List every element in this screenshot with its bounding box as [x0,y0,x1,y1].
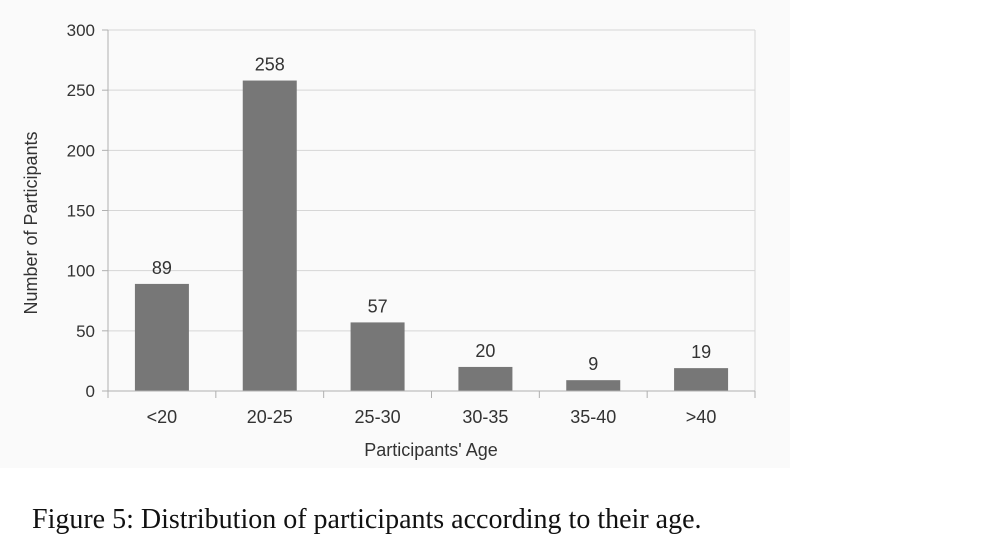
bars [134,80,729,391]
x-tick-label: >40 [686,407,717,427]
x-tick-label: 20-25 [247,407,293,427]
data-label: 57 [368,296,388,316]
y-axis-title: Number of Participants [21,131,41,314]
labels: 0 50 100 150 200 250 300 89 <20 258 20-25 57 25-30 20… [67,21,717,427]
y-tick-label: 50 [76,322,95,341]
y-tick-label: 300 [67,21,95,40]
axes [102,29,756,398]
bar [350,322,405,391]
x-axis-title: Participants' Age [364,440,498,460]
x-tick-label: 25-30 [355,407,401,427]
x-tick-label: 35-40 [570,407,616,427]
bar [458,366,513,391]
bar [134,283,189,391]
y-tick-label: 0 [86,382,95,401]
y-tick-label: 250 [67,81,95,100]
data-label: 89 [152,258,172,278]
data-label: 9 [588,354,598,374]
data-label: 258 [255,55,285,75]
data-label: 20 [475,341,495,361]
bar [566,380,621,391]
bar [674,368,729,391]
y-tick-label: 100 [67,262,95,281]
x-tick-label: <20 [147,407,178,427]
bar [242,80,297,391]
x-tick-label: 30-35 [462,407,508,427]
bar-chart: 0 50 100 150 200 250 300 89 <20 258 20-25 57 25-30 20… [21,21,756,460]
data-label: 19 [691,342,711,362]
figure-caption: Figure 5: Distribution of participants a… [32,504,702,535]
y-tick-label: 200 [67,141,95,160]
grid-lines [108,29,756,391]
y-tick-label: 150 [67,202,95,221]
